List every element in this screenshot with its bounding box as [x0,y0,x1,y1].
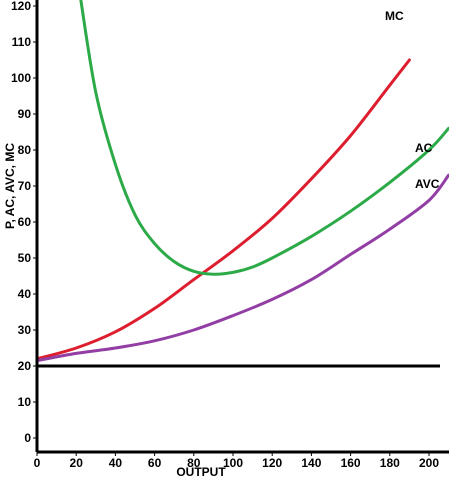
x-tick-label: 0 [34,456,41,470]
curves-layer [37,0,449,363]
x-tick-label: 40 [109,456,123,470]
series-label-mc: MC [385,9,404,23]
series-line-ac [79,0,449,276]
x-tick-label: 120 [262,456,282,470]
y-tick-label: 40 [18,287,32,301]
x-tick-label: 160 [341,456,361,470]
x-tick-label: 200 [419,456,439,470]
x-tick-label: 140 [301,456,321,470]
x-tick-label: 20 [70,456,84,470]
y-tick-label: 110 [12,35,32,49]
y-tick-label: 90 [18,107,32,121]
x-tick-label: 180 [380,456,400,470]
x-tick-label: 100 [223,456,243,470]
y-tick-label: 120 [11,0,31,13]
y-axis-title: P, AC, AVC, MC [3,143,17,229]
y-tick-label: 50 [18,251,32,265]
series-labels: MC AC AVC [385,9,440,191]
y-tick-label: 30 [18,323,32,337]
y-tick-label: 0 [24,431,31,445]
y-tick-label: 100 [11,71,31,85]
x-ticks: 0 20 40 60 80 100 120 140 160 180 200 [34,452,439,470]
y-tick-label: 80 [18,143,32,157]
series-label-ac: AC [415,141,433,155]
y-tick-label: 10 [18,395,32,409]
x-tick-label: 80 [187,456,201,470]
y-ticks: 0 10 20 30 40 50 60 70 80 90 100 110 120 [11,0,37,445]
series-line-mc [37,58,411,361]
y-tick-label: 70 [18,179,32,193]
series-line-avc [37,173,449,363]
x-axis-title: OUTPUT [176,465,226,479]
axes [35,0,449,454]
series-label-avc: AVC [415,177,440,191]
y-tick-label: 60 [18,215,32,229]
x-tick-label: 60 [148,456,162,470]
y-tick-label: 20 [18,359,32,373]
